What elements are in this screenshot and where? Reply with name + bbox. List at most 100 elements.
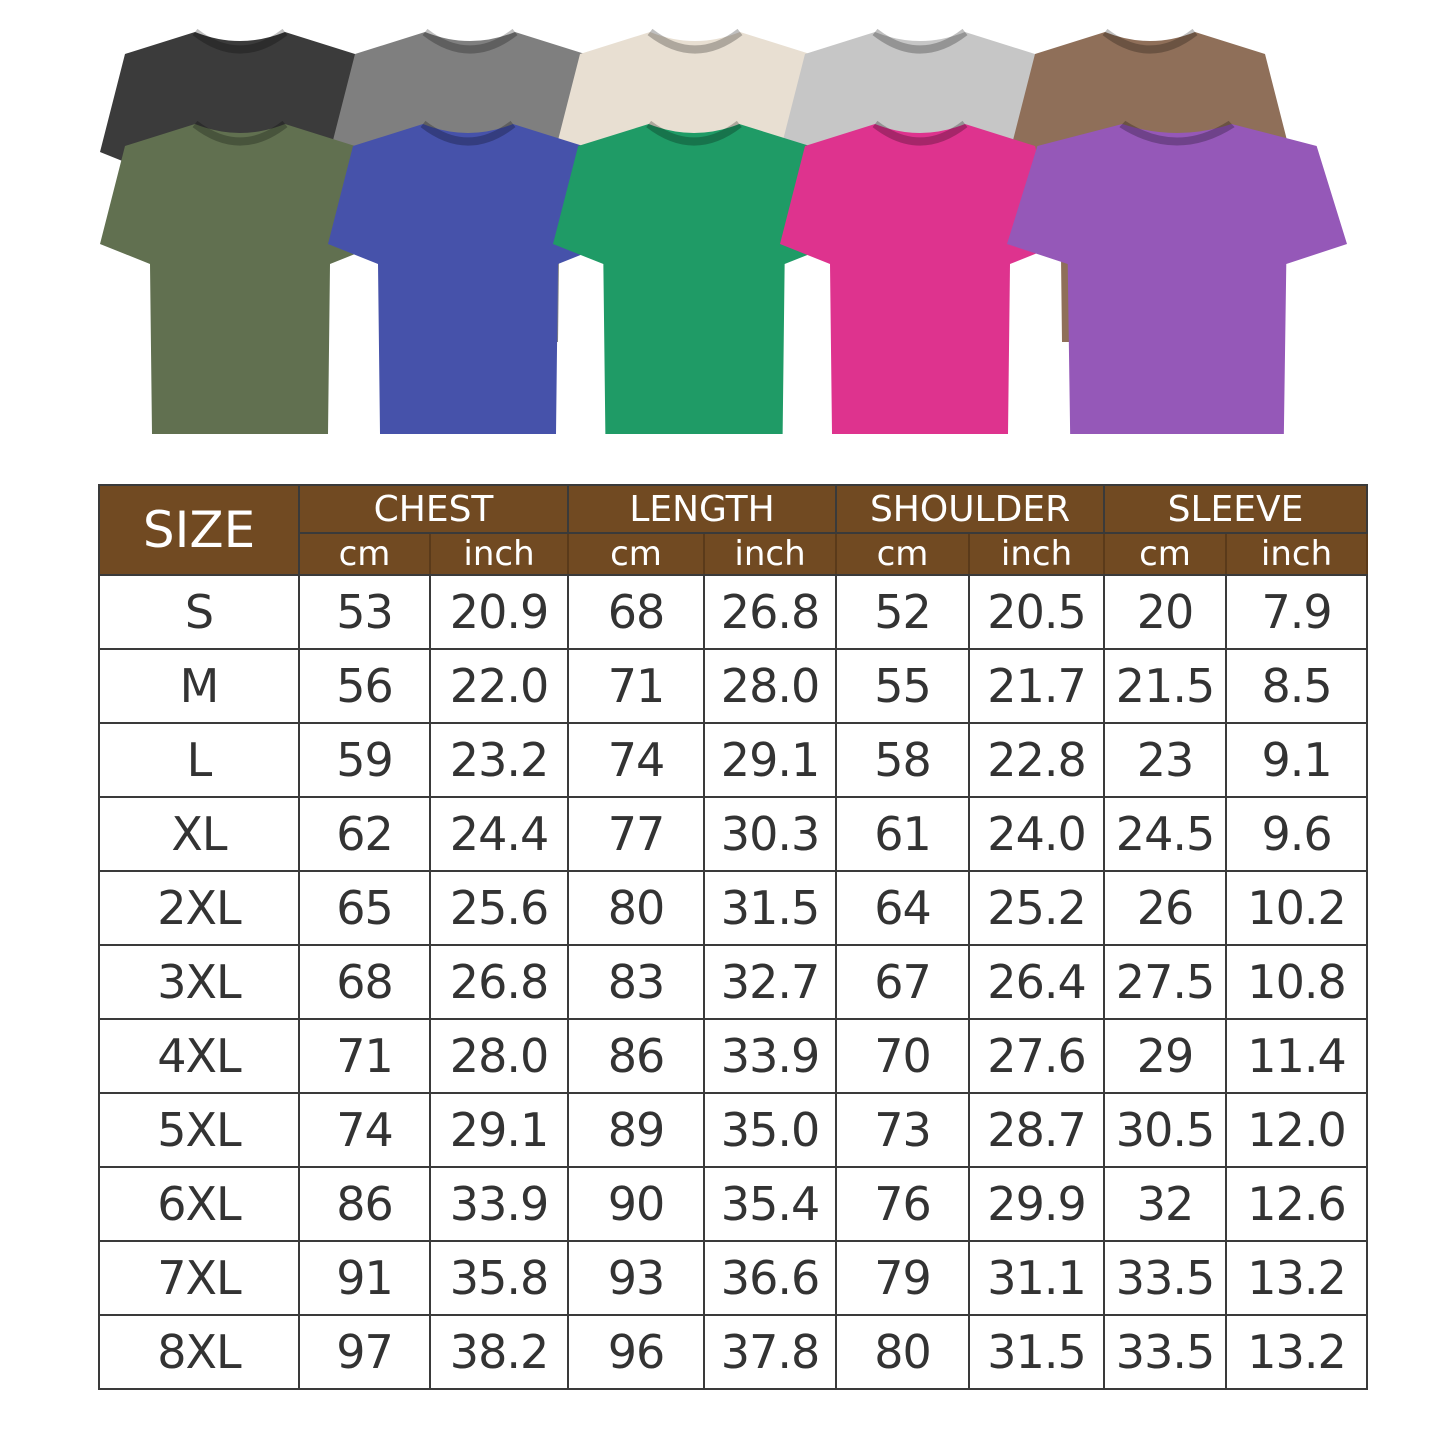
measurement-cell: 26.8 [428,944,570,1020]
measurement-cell: 21.7 [968,648,1106,724]
measurement-cell: 91 [298,1240,431,1316]
measurement-cell: 33.5 [1103,1240,1228,1316]
shirt-pink [780,120,1060,434]
shirt-green [553,120,835,434]
measurement-cell: 74 [298,1092,431,1168]
table-row: S 53 20.9 68 26.8 52 20.5 20 7.9 [98,574,1369,650]
measurement-cell: 33.9 [428,1166,570,1242]
measurement-cell: 25.6 [428,870,570,946]
size-cell: 4XL [98,1018,300,1094]
measurement-cell: 27.6 [968,1018,1106,1094]
table-row: 6XL 86 33.9 90 35.4 76 29.9 32 12.6 [98,1166,1369,1242]
measurement-cell: 68 [567,574,706,650]
chest-header: CHEST [297,484,570,534]
measurement-cell: 33.5 [1103,1314,1228,1390]
measurement-cell: 29.1 [703,722,838,798]
measurement-cell: 24.0 [968,796,1106,872]
shirt-purple [1007,120,1347,434]
size-cell: 5XL [98,1092,300,1168]
measurement-cell: 20 [1103,574,1228,650]
measurement-cell: 32.7 [703,944,838,1020]
measurement-cell: 62 [298,796,431,872]
table-row: 4XL 71 28.0 86 33.9 70 27.6 29 11.4 [98,1018,1369,1094]
table-row: 3XL 68 26.8 83 32.7 67 26.4 27.5 10.8 [98,944,1369,1020]
measurement-cell: 28.0 [703,648,838,724]
measurement-cell: 9.1 [1225,722,1369,798]
measurement-cell: 96 [567,1314,706,1390]
measurement-cell: 35.8 [428,1240,570,1316]
measurement-cell: 29 [1103,1018,1228,1094]
measurement-cell: 29.9 [968,1166,1106,1242]
measurement-cell: 55 [835,648,971,724]
unit-cm: cm [567,532,706,576]
measurement-cell: 10.2 [1225,870,1369,946]
measurement-cell: 21.5 [1103,648,1228,724]
measurement-cell: 28.0 [428,1018,570,1094]
size-cell: 6XL [98,1166,300,1242]
measurement-cell: 30.3 [703,796,838,872]
measurement-cell: 83 [567,944,706,1020]
unit-inch: inch [968,532,1106,576]
unit-cm: cm [298,532,431,576]
measurement-cell: 22.0 [428,648,570,724]
measurement-cell: 12.0 [1225,1092,1369,1168]
measurement-cell: 86 [567,1018,706,1094]
size-cell: 7XL [98,1240,300,1316]
sleeve-header: SLEEVE [1103,484,1369,534]
measurement-cell: 35.4 [703,1166,838,1242]
measurement-cell: 31.5 [703,870,838,946]
measurement-cell: 74 [567,722,706,798]
shirt-olive [100,120,380,434]
unit-inch: inch [703,532,838,576]
unit-inch: inch [428,532,570,576]
table-row: 7XL 91 35.8 93 36.6 79 31.1 33.5 13.2 [98,1240,1369,1316]
measurement-cell: 20.5 [968,574,1106,650]
measurement-cell: 13.2 [1225,1240,1369,1316]
measurement-cell: 28.7 [968,1092,1106,1168]
measurement-cell: 26 [1103,870,1228,946]
measurement-cell: 7.9 [1225,574,1369,650]
measurement-cell: 31.5 [968,1314,1106,1390]
measurement-cell: 23.2 [428,722,570,798]
measurement-cell: 89 [567,1092,706,1168]
measurement-cell: 10.8 [1225,944,1369,1020]
table-row: 8XL 97 38.2 96 37.8 80 31.5 33.5 13.2 [98,1314,1369,1390]
size-cell: XL [98,796,300,872]
measurement-cell: 29.1 [428,1092,570,1168]
measurement-cell: 9.6 [1225,796,1369,872]
measurement-cell: 38.2 [428,1314,570,1390]
measurement-cell: 37.8 [703,1314,838,1390]
measurement-cell: 12.6 [1225,1166,1369,1242]
measurement-cell: 80 [567,870,706,946]
measurement-cell: 22.8 [968,722,1106,798]
measurement-cell: 67 [835,944,971,1020]
measurement-cell: 32 [1103,1166,1228,1242]
size-header: SIZE [98,484,300,576]
measurement-cell: 76 [835,1166,971,1242]
measurement-cell: 65 [298,870,431,946]
size-cell: L [98,722,300,798]
table-row: XL 62 24.4 77 30.3 61 24.0 24.5 9.6 [98,796,1369,872]
measurement-cell: 23 [1103,722,1228,798]
measurement-cell: 26.8 [703,574,838,650]
size-cell: 8XL [98,1314,300,1390]
unit-cm: cm [1103,532,1228,576]
measurement-cell: 77 [567,796,706,872]
measurement-cell: 13.2 [1225,1314,1369,1390]
measurement-cell: 35.0 [703,1092,838,1168]
size-cell: 2XL [98,870,300,946]
measurement-cell: 11.4 [1225,1018,1369,1094]
table-row: 2XL 65 25.6 80 31.5 64 25.2 26 10.2 [98,870,1369,946]
shirt-color-swatches [100,28,1347,434]
measurement-cell: 27.5 [1103,944,1228,1020]
measurement-cell: 79 [835,1240,971,1316]
length-header: LENGTH [567,484,838,534]
measurement-cell: 24.5 [1103,796,1228,872]
measurement-cell: 26.4 [968,944,1106,1020]
measurement-cell: 25.2 [968,870,1106,946]
size-cell: M [98,648,300,724]
table-row: M 56 22.0 71 28.0 55 21.7 21.5 8.5 [98,648,1369,724]
table-row: 5XL 74 29.1 89 35.0 73 28.7 30.5 12.0 [98,1092,1369,1168]
size-cell: 3XL [98,944,300,1020]
measurement-cell: 61 [835,796,971,872]
